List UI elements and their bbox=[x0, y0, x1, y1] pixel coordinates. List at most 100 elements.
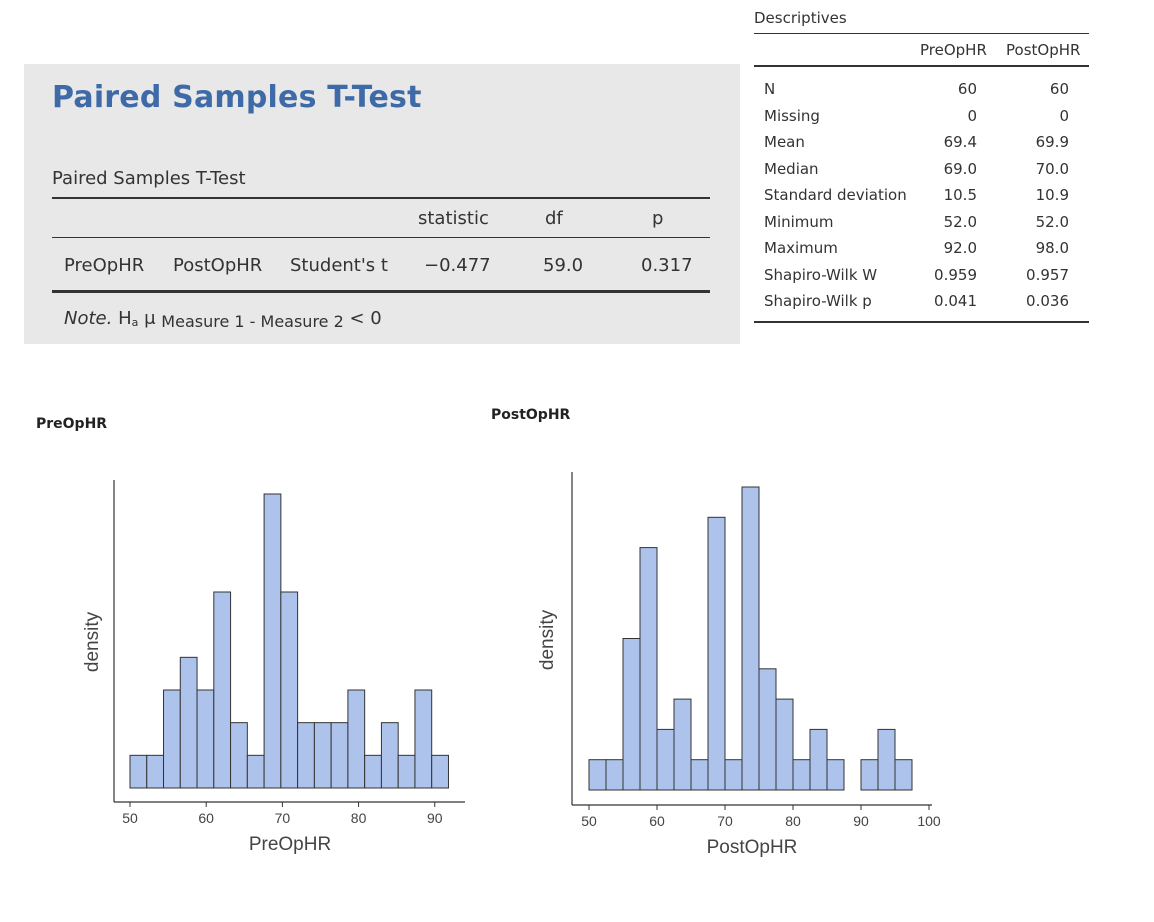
desc-row-label: Shapiro-Wilk p bbox=[764, 292, 872, 310]
y-axis-title: density bbox=[82, 611, 103, 672]
desc-value-pre: 0.959 bbox=[934, 265, 977, 284]
row-measure2: PostOpHR bbox=[173, 255, 263, 276]
desc-row-label: Maximum bbox=[764, 239, 838, 257]
histogram-bar bbox=[656, 728, 675, 791]
note-sub: Measure 1 - Measure 2 bbox=[161, 312, 344, 331]
desc-header-rule bbox=[754, 65, 1089, 67]
desc-value-post: 60 bbox=[1049, 80, 1069, 98]
histogram-bar bbox=[673, 698, 692, 791]
histogram-bar bbox=[414, 689, 433, 789]
histogram-bar bbox=[230, 722, 248, 789]
histogram-bar bbox=[622, 638, 641, 791]
histogram-bar bbox=[605, 759, 624, 791]
desc-row-label: Median bbox=[764, 159, 819, 178]
desc-value-post: 69.9 bbox=[1035, 133, 1069, 151]
desc-top-rule bbox=[754, 33, 1089, 34]
histogram-bar bbox=[146, 754, 165, 789]
x-tick-label: 60 bbox=[649, 813, 665, 829]
note-h-sub: a bbox=[131, 316, 139, 329]
row-statistic: −0.477 bbox=[424, 255, 491, 276]
histogram-bar bbox=[280, 591, 299, 789]
desc-row-label: Standard deviation bbox=[764, 186, 907, 204]
histogram-postophr: 50 60 70 80 90 100 PostOpHR density bbox=[537, 472, 941, 858]
row-test: Student's t bbox=[290, 255, 388, 276]
desc-bottom-rule bbox=[754, 321, 1089, 323]
x-tick-label: 70 bbox=[717, 813, 733, 829]
y-axis-title: density bbox=[537, 609, 558, 670]
row-measure1: PreOpHR bbox=[64, 255, 145, 276]
desc-row-label: N bbox=[764, 80, 776, 98]
x-tick-label: 90 bbox=[427, 810, 443, 826]
histogram-bar bbox=[380, 722, 399, 789]
desc-value-pre: 0 bbox=[967, 106, 977, 125]
note-h: H bbox=[118, 308, 132, 329]
ttest-top-rule bbox=[52, 197, 710, 199]
histogram-bar bbox=[588, 759, 607, 791]
x-tick-label: 50 bbox=[581, 813, 597, 829]
desc-value-pre: 69.4 bbox=[943, 133, 977, 151]
descriptives-table: Descriptives PreOpHR PostOpHR N 60 60 Missi… bbox=[752, 0, 1092, 330]
descriptives-title: Descriptives bbox=[754, 9, 847, 27]
desc-value-post: 0 bbox=[1059, 106, 1069, 125]
ttest-heading: Paired Samples T-Test bbox=[52, 80, 422, 115]
histogram-bar bbox=[163, 689, 181, 789]
histogram-bar bbox=[129, 754, 148, 789]
desc-value-post: 52.0 bbox=[1035, 212, 1069, 231]
x-tick-label: 80 bbox=[351, 810, 367, 826]
histogram-preophr: 50 60 70 80 90 PreOpHR density bbox=[82, 480, 465, 855]
note-tail: < 0 bbox=[343, 308, 382, 329]
x-tick-label: 90 bbox=[853, 813, 869, 829]
desc-value-pre: 92.0 bbox=[943, 239, 977, 257]
desc-value-pre: 69.0 bbox=[943, 159, 977, 178]
desc-row-label: Missing bbox=[764, 106, 820, 125]
desc-row-label: Minimum bbox=[764, 212, 834, 231]
note-label: Note. bbox=[64, 308, 113, 329]
histogram-bar bbox=[431, 754, 449, 789]
histogram-bar bbox=[330, 722, 349, 789]
desc-value-post: 98.0 bbox=[1035, 239, 1069, 257]
ttest-header-rule bbox=[52, 237, 710, 238]
desc-value-pre: 0.041 bbox=[934, 292, 977, 310]
histogram-bar bbox=[741, 486, 760, 791]
desc-value-pre: 60 bbox=[957, 80, 977, 98]
desc-col-pre: PreOpHR bbox=[920, 41, 987, 59]
x-tick-label: 60 bbox=[198, 810, 214, 826]
histogram-bar bbox=[313, 722, 332, 789]
x-axis-title: PreOpHR bbox=[249, 834, 331, 855]
x-tick-label: 50 bbox=[122, 810, 138, 826]
histogram-bar bbox=[639, 547, 658, 791]
header-statistic: statistic bbox=[418, 208, 489, 229]
histogram-bar bbox=[707, 516, 726, 791]
histogram-bar bbox=[894, 759, 913, 791]
histogram-bar bbox=[860, 759, 879, 791]
x-tick-label: 100 bbox=[917, 813, 941, 829]
desc-col-post: PostOpHR bbox=[1006, 41, 1081, 59]
desc-value-post: 0.036 bbox=[1026, 292, 1069, 310]
histogram-bar bbox=[877, 728, 896, 791]
desc-row-label: Mean bbox=[764, 133, 805, 151]
histogram-bar bbox=[246, 754, 265, 789]
header-df: df bbox=[545, 208, 563, 229]
histogram-bar bbox=[775, 698, 794, 791]
histogram-bar bbox=[213, 591, 232, 789]
desc-value-post: 70.0 bbox=[1035, 159, 1069, 178]
plot-title-pre: PreOpHR bbox=[36, 416, 108, 432]
ttest-bottom-rule bbox=[52, 290, 710, 293]
ttest-panel: Paired Samples T-Test Paired Samples T-T… bbox=[24, 64, 740, 344]
x-axis-title: PostOpHR bbox=[707, 837, 798, 858]
desc-value-post: 10.9 bbox=[1035, 186, 1069, 204]
histogram-bar bbox=[724, 759, 743, 791]
histogram-bar bbox=[792, 759, 811, 791]
histogram-bar bbox=[179, 656, 198, 789]
plot-title-post: PostOpHR bbox=[491, 407, 571, 423]
histogram-bar bbox=[826, 759, 845, 791]
row-df: 59.0 bbox=[543, 255, 584, 276]
desc-value-post: 0.957 bbox=[1026, 265, 1069, 284]
histogram-bar bbox=[263, 493, 282, 789]
header-p: p bbox=[652, 208, 664, 229]
histogram-bar bbox=[347, 689, 366, 789]
ttest-note: Note. Ha μ Measure 1 - Measure 2 < 0 bbox=[64, 308, 382, 331]
desc-row-label: Shapiro-Wilk W bbox=[764, 265, 878, 284]
note-mu: μ bbox=[138, 308, 156, 329]
histogram-bar bbox=[758, 668, 777, 791]
